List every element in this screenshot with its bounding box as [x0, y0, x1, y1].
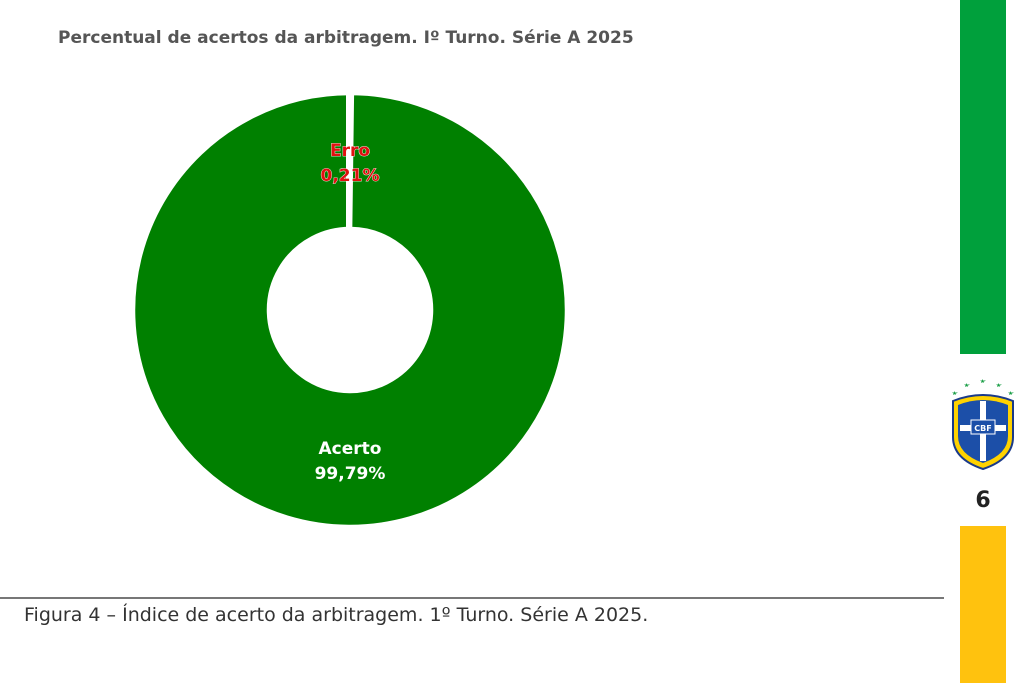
figure-caption: Figura 4 – Índice de acerto da arbitrage… — [24, 604, 649, 626]
slice-acerto — [132, 92, 568, 528]
sidebar-yellow-bar — [960, 526, 1006, 683]
slice-separator — [346, 92, 352, 230]
donut-chart: Erro 0,21% Acerto 99,79% — [132, 92, 568, 528]
chart-title: Percentual de acertos da arbitragem. Iº … — [58, 28, 634, 48]
slice-value-acerto: 99,79% — [315, 464, 386, 484]
sidebar-green-bar — [960, 0, 1006, 354]
page-number: 6 — [975, 488, 991, 513]
slice-value-erro: 0,21% — [321, 166, 380, 186]
caption-divider — [0, 597, 944, 599]
cbf-logo-icon: CBF — [952, 379, 1014, 471]
logo-text: CBF — [974, 424, 991, 433]
slice-label-erro: Erro — [330, 141, 370, 161]
slice-label-acerto: Acerto — [319, 439, 382, 459]
